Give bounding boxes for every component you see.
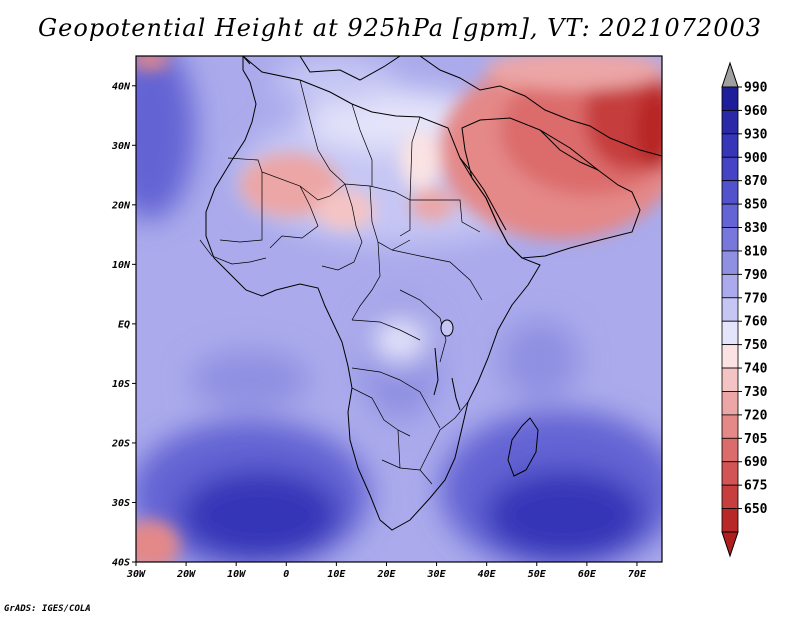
chart-title: Geopotential Height at 925hPa [gpm], VT:… xyxy=(38,14,762,42)
red-sea xyxy=(459,157,507,231)
central-sahara-high xyxy=(315,190,375,230)
lake-malawi xyxy=(451,377,461,411)
lon-tick-label: 30E xyxy=(427,569,447,580)
lon-tick-label: 50E xyxy=(528,569,547,580)
lat-tick-label: 30S xyxy=(111,498,130,509)
lon-tick-label: 60E xyxy=(578,569,597,580)
credit-label: GrADS: IGES/COLA xyxy=(4,604,91,614)
colorbar-swatch xyxy=(721,133,739,158)
lakes xyxy=(433,319,461,411)
colorbar-swatch xyxy=(721,203,739,228)
southwest-corner-high xyxy=(136,520,180,562)
colorbar-swatch xyxy=(721,273,739,299)
madagascar-outline xyxy=(507,417,539,477)
lon-tick-label: 0 xyxy=(283,569,289,580)
colorbar: 990 960 930 900 870 850 830 810 790 770 760 750 740 7… xyxy=(721,61,768,558)
lon-tick-label: 10E xyxy=(327,569,346,580)
height-field xyxy=(136,56,662,562)
colorbar-label: 960 xyxy=(744,104,768,119)
colorbar-label: 705 xyxy=(744,432,767,447)
colorbar-swatch xyxy=(721,367,739,392)
lat-tick-label: 20S xyxy=(111,438,130,449)
mediterranean-light-field xyxy=(275,56,395,105)
colorbar-label: 720 xyxy=(744,408,768,423)
colorbar-swatch xyxy=(721,86,739,111)
lat-tick-label: 10N xyxy=(112,260,131,271)
colorbar-swatch xyxy=(721,297,739,322)
northwest-corner-high xyxy=(136,56,170,70)
colorbar-label: 730 xyxy=(744,385,768,400)
colorbar-swatch xyxy=(721,320,739,346)
lon-tick-label: 40E xyxy=(478,569,497,580)
somali-mid-field xyxy=(500,320,580,400)
lat-tick-label: 20N xyxy=(111,200,131,211)
indian-ocean-core xyxy=(485,470,645,560)
colorbar-label: 760 xyxy=(744,315,768,330)
indus-max xyxy=(635,90,662,170)
colorbar-label: 770 xyxy=(744,291,768,306)
north-africa-light-field xyxy=(305,90,485,150)
colorbar-label: 930 xyxy=(744,127,768,142)
colorbar-label: 650 xyxy=(744,502,768,517)
lon-tick-label: 70E xyxy=(628,569,647,580)
lon-axis: 30W 20W 10W 0 10E 20E 30E 40E 50E 60E 70E xyxy=(126,562,647,580)
lat-tick-label: EQ xyxy=(118,319,130,330)
colorbar-swatch xyxy=(721,344,739,369)
colorbar-label: 740 xyxy=(744,362,768,377)
colorbar-label: 790 xyxy=(744,268,768,283)
colorbar-label: 850 xyxy=(744,198,768,213)
colorbar-label: 830 xyxy=(744,221,768,236)
libya-high xyxy=(400,130,440,190)
atlantic-low-field xyxy=(136,56,195,220)
anatolia-high xyxy=(485,56,662,90)
lake-tanganyika xyxy=(433,347,439,396)
lon-tick-label: 20W xyxy=(176,569,196,580)
colorbar-bottom-arrow xyxy=(721,531,739,558)
colorbar-swatch xyxy=(721,180,739,205)
colorbar-swatch xyxy=(721,437,739,463)
colorbar-label: 870 xyxy=(744,174,768,189)
colorbar-swatch xyxy=(721,250,739,275)
africa-coastline xyxy=(205,56,541,531)
colorbar-swatch xyxy=(721,508,739,533)
gulf-mid-field xyxy=(190,350,310,410)
lon-tick-label: 10W xyxy=(227,569,246,580)
colorbar-label: 900 xyxy=(744,151,768,166)
colorbar-swatch xyxy=(721,227,739,252)
plot-frame xyxy=(135,55,663,563)
colorbar-label: 990 xyxy=(744,81,768,96)
lat-tick-label: 40S xyxy=(112,558,130,569)
colorbar-swatch xyxy=(721,156,739,182)
lat-tick-label: 30N xyxy=(111,141,131,152)
lake-victoria xyxy=(440,319,454,337)
colorbar-swatch xyxy=(721,110,739,135)
lat-tick-label: 10S xyxy=(112,379,130,390)
colorbar-top-arrow xyxy=(721,61,739,88)
congo-light-field xyxy=(370,315,430,365)
colorbar-swatch xyxy=(721,414,739,439)
coastlines xyxy=(205,56,662,531)
europe-coast xyxy=(242,56,662,157)
colorbar-label: 675 xyxy=(744,479,767,494)
sudan-high xyxy=(410,189,454,221)
lat-tick-label: 40N xyxy=(112,81,131,92)
lon-tick-label: 30W xyxy=(126,569,146,580)
border-lines xyxy=(199,79,483,485)
colorbar-label: 750 xyxy=(744,338,768,353)
lon-tick-label: 20E xyxy=(376,569,396,580)
colorbar-label: 690 xyxy=(744,455,768,470)
arabia-outline xyxy=(461,117,641,259)
colorbar-swatch xyxy=(721,391,739,416)
colorbar-swatch xyxy=(721,461,739,486)
south-atlantic-core xyxy=(180,470,340,560)
lat-axis: 40N 30N 20N 10N EQ 10S 20S 30S 40S xyxy=(111,81,136,569)
colorbar-swatch xyxy=(721,484,739,509)
persian-gulf xyxy=(539,129,599,171)
country-borders xyxy=(199,79,483,485)
west-sahara-high xyxy=(240,153,340,217)
colorbar-label: 810 xyxy=(744,244,768,259)
